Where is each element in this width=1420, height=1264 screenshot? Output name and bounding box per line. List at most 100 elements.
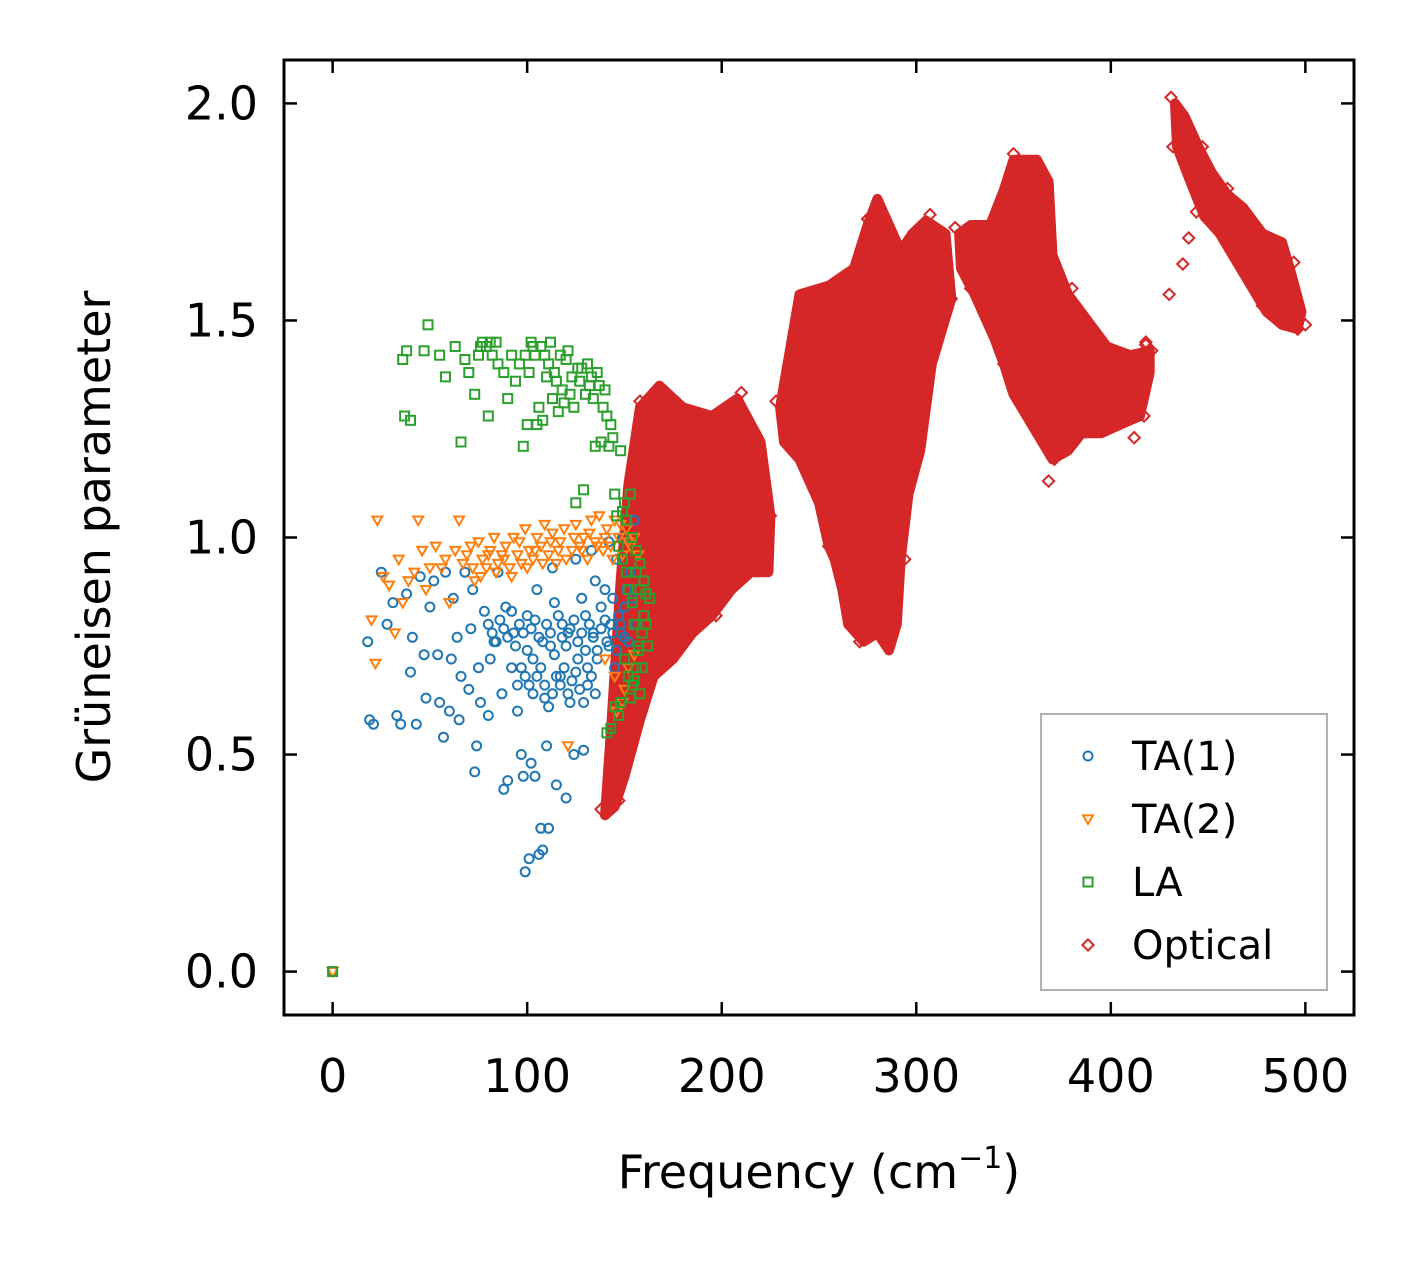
- optical-point: [1288, 313, 1303, 328]
- data-point: [619, 653, 630, 665]
- data-point: [434, 697, 446, 708]
- data-point: [523, 853, 535, 865]
- optical-point: [947, 220, 963, 235]
- data-point: [597, 401, 609, 413]
- data-point: [510, 640, 521, 652]
- data-point: [562, 345, 574, 357]
- data-point: [547, 688, 558, 700]
- data-point: [519, 349, 531, 361]
- data-point: [537, 414, 549, 426]
- data-point: [564, 388, 576, 400]
- data-point: [547, 393, 558, 405]
- data-point: [607, 432, 619, 444]
- data-point: [519, 670, 531, 682]
- data-point: [595, 623, 607, 635]
- data-point: [562, 688, 574, 700]
- optical-point: [1298, 317, 1313, 332]
- data-point: [484, 336, 496, 348]
- data-point: [464, 541, 478, 554]
- optical-point: [987, 217, 1002, 233]
- data-point: [537, 636, 549, 648]
- data-point: [460, 550, 474, 562]
- optical-point: [1136, 408, 1152, 424]
- optical-point: [628, 712, 644, 727]
- data-point: [549, 558, 564, 571]
- data-point: [545, 627, 556, 639]
- data-point: [475, 554, 490, 567]
- data-point: [557, 524, 571, 536]
- y-tick-label: 2.0: [185, 76, 258, 130]
- data-point: [613, 540, 625, 552]
- data-point: [466, 563, 480, 575]
- data-point: [611, 532, 626, 545]
- legend-label: Optical: [1132, 923, 1273, 969]
- data-point: [401, 345, 413, 357]
- data-point: [626, 597, 638, 609]
- data-point: [506, 605, 518, 617]
- data-point: [567, 532, 581, 545]
- data-point: [644, 592, 656, 604]
- data-point: [632, 644, 644, 656]
- data-point: [376, 572, 390, 584]
- data-point: [527, 653, 539, 665]
- optical-point: [852, 634, 867, 649]
- data-point: [469, 388, 481, 400]
- data-point: [397, 354, 409, 365]
- optical-point: [1047, 452, 1062, 467]
- x-axis-title: Frequency (cm−1): [618, 1141, 1021, 1199]
- optical-point: [1197, 203, 1212, 218]
- data-point: [609, 488, 621, 500]
- data-point: [410, 718, 422, 730]
- data-point: [452, 515, 466, 528]
- data-point: [587, 631, 599, 643]
- data-point: [517, 770, 529, 782]
- optical-point: [1121, 374, 1136, 389]
- data-point: [523, 367, 535, 378]
- data-point: [556, 631, 568, 643]
- data-point: [548, 597, 560, 609]
- data-point: [617, 553, 628, 565]
- data-point: [502, 775, 514, 787]
- data-point: [453, 714, 465, 726]
- data-point: [543, 701, 555, 713]
- data-point: [564, 623, 576, 635]
- data-point: [543, 358, 555, 370]
- data-point: [424, 601, 436, 613]
- optical-point: [1037, 174, 1052, 189]
- optical-point: [1195, 139, 1210, 154]
- data-point: [381, 618, 393, 630]
- optical-point: [1255, 298, 1270, 313]
- data-point: [478, 605, 490, 617]
- optical-band-3: [954, 154, 1155, 465]
- data-point: [619, 631, 630, 643]
- data-point: [638, 575, 650, 587]
- data-point: [607, 627, 619, 639]
- data-point: [484, 653, 496, 665]
- data-point: [617, 506, 628, 517]
- data-point: [531, 584, 543, 596]
- optical-point: [671, 400, 686, 415]
- data-point: [560, 792, 572, 804]
- optical-point: [1220, 181, 1235, 196]
- data-point: [550, 779, 562, 791]
- optical-point: [769, 394, 784, 409]
- data-point: [481, 550, 495, 562]
- data-point: [473, 572, 488, 584]
- y-tick-label: 1.5: [185, 293, 258, 347]
- data-point: [580, 610, 591, 622]
- data-point: [465, 623, 477, 635]
- optical-point: [763, 508, 778, 523]
- data-point: [440, 371, 451, 383]
- optical-point: [1278, 291, 1293, 306]
- optical-point: [944, 291, 959, 306]
- data-point: [529, 349, 541, 361]
- optical-point: [708, 608, 724, 623]
- data-point: [580, 644, 591, 656]
- optical-point: [1175, 256, 1190, 272]
- data-point: [418, 649, 430, 661]
- optical-point: [963, 281, 978, 296]
- optical-point: [1057, 439, 1072, 454]
- data-point: [548, 649, 560, 661]
- data-point: [486, 627, 498, 639]
- data-point: [596, 545, 610, 558]
